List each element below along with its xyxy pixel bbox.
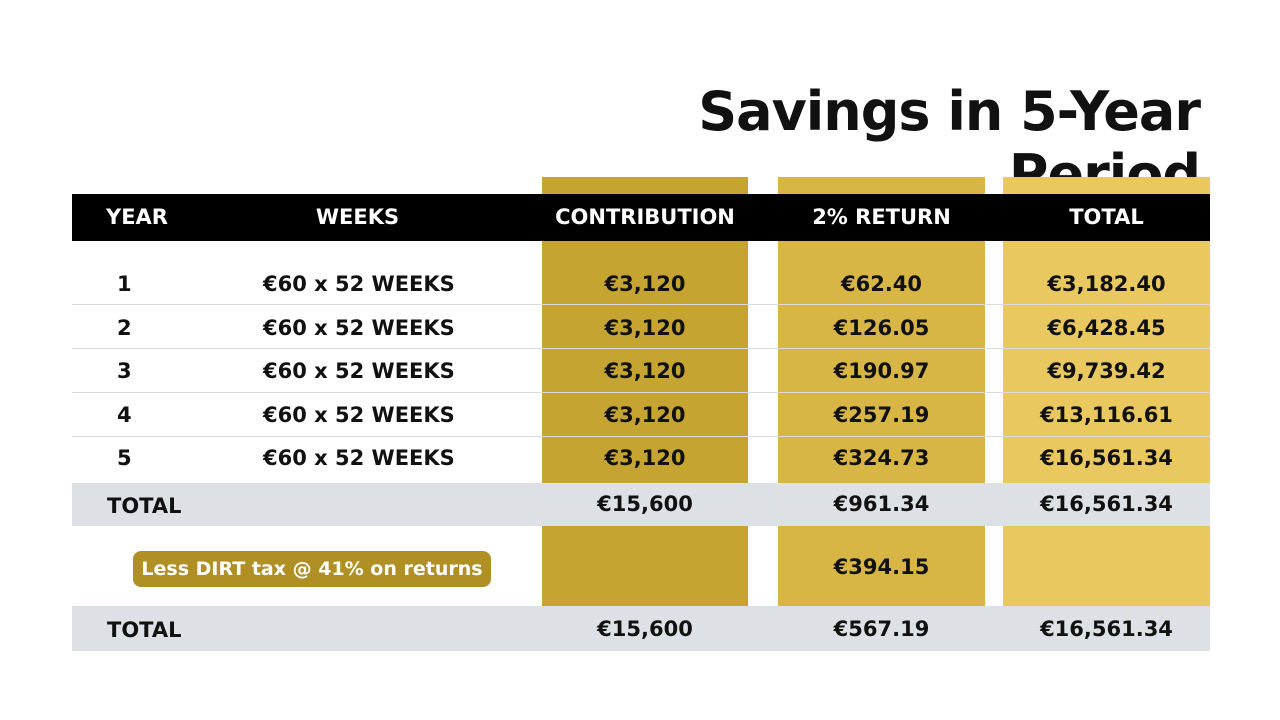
row-divider: [72, 304, 1210, 305]
row-2-return: €126.05: [833, 316, 930, 340]
row-1-total: €3,182.40: [1047, 272, 1166, 296]
row-4-return: €257.19: [833, 403, 930, 427]
row-4-contribution: €3,120: [604, 403, 686, 427]
row-2-year: 2: [117, 316, 132, 340]
row-2-weeks: €60 x 52 WEEKS: [263, 316, 455, 340]
row-5-total: €16,561.34: [1040, 446, 1173, 470]
row-3-year: 3: [117, 359, 132, 383]
row-3-total: €9,739.42: [1047, 359, 1166, 383]
total-row-contribution: €15,600: [597, 492, 693, 516]
row-3-return: €190.97: [833, 359, 930, 383]
total-row-label: TOTAL: [107, 494, 182, 518]
header-total: TOTAL: [1069, 205, 1144, 229]
row-5-weeks: €60 x 52 WEEKS: [263, 446, 455, 470]
row-divider: [72, 392, 1210, 393]
dirt-tax-return: €394.15: [833, 555, 930, 579]
final-total-row-band: [72, 606, 1210, 651]
row-divider: [72, 436, 1210, 437]
total-row-band: [72, 483, 1210, 526]
final-total-row-total: €16,561.34: [1040, 617, 1173, 641]
row-4-year: 4: [117, 403, 132, 427]
total-row-return: €961.34: [833, 492, 930, 516]
contribution-column-background: [542, 177, 748, 606]
row-1-return: €62.40: [840, 272, 923, 296]
total-column-background: [1003, 177, 1210, 606]
header-year: YEAR: [106, 205, 168, 229]
final-total-row-return: €567.19: [833, 617, 930, 641]
page-title: Savings in 5-Year Period: [698, 80, 1201, 206]
table-header: [72, 194, 1210, 241]
return-column-background: [778, 177, 985, 606]
row-5-year: 5: [117, 446, 132, 470]
row-1-weeks: €60 x 52 WEEKS: [263, 272, 455, 296]
row-2-total: €6,428.45: [1047, 316, 1166, 340]
row-5-return: €324.73: [833, 446, 930, 470]
row-3-contribution: €3,120: [604, 359, 686, 383]
header-return: 2% RETURN: [812, 205, 951, 229]
row-divider: [72, 348, 1210, 349]
dirt-tax-badge: Less DIRT tax @ 41% on returns: [133, 551, 491, 587]
row-2-contribution: €3,120: [604, 316, 686, 340]
header-weeks: WEEKS: [315, 205, 400, 229]
header-contribution: CONTRIBUTION: [555, 205, 735, 229]
row-4-weeks: €60 x 52 WEEKS: [263, 403, 455, 427]
row-1-contribution: €3,120: [604, 272, 686, 296]
final-total-row-contribution: €15,600: [597, 617, 693, 641]
total-row-total: €16,561.34: [1040, 492, 1173, 516]
row-4-total: €13,116.61: [1040, 403, 1173, 427]
final-total-row-label: TOTAL: [107, 618, 182, 642]
row-1-year: 1: [117, 272, 132, 296]
row-5-contribution: €3,120: [604, 446, 686, 470]
row-3-weeks: €60 x 52 WEEKS: [263, 359, 455, 383]
